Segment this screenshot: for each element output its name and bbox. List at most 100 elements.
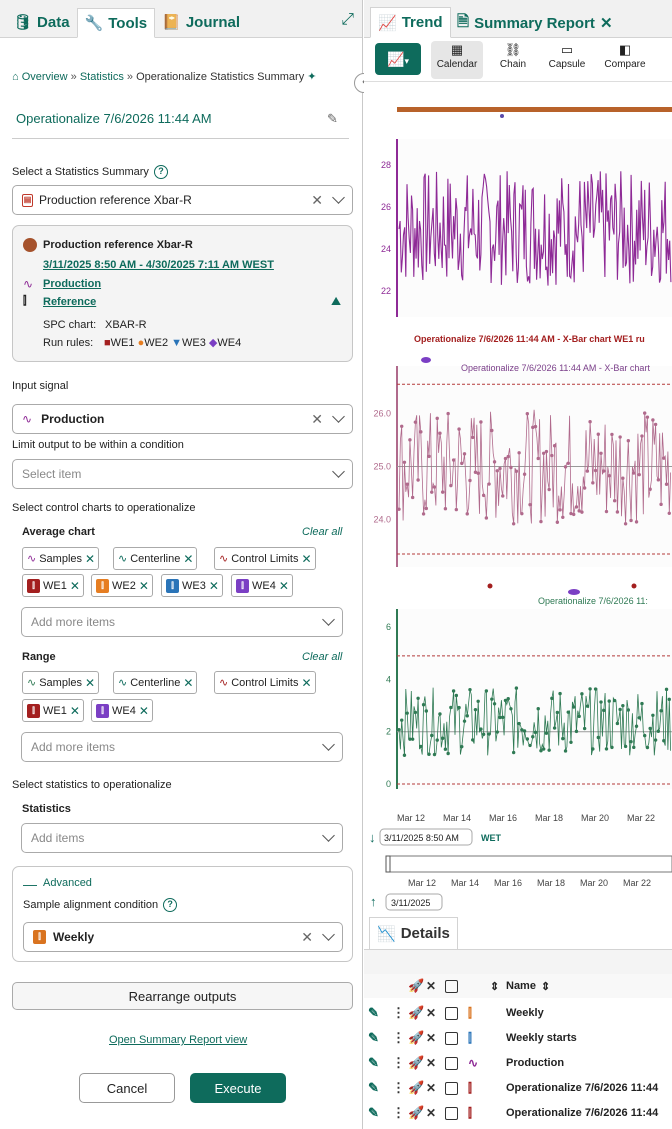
clear-icon[interactable]: ✕ — [311, 192, 323, 208]
remove-icon[interactable]: ✕ — [426, 1081, 437, 1095]
edit-pencil-icon[interactable]: ✎ — [368, 1080, 379, 1095]
open-summary-report-link[interactable]: Open Summary Report view — [109, 1034, 248, 1046]
details-row[interactable]: ✎ ⋮ 🚀 ✕ ⫿ Operationalize 7/6/2026 11:44 — [364, 1076, 672, 1100]
execute-button[interactable]: Execute — [190, 1073, 286, 1103]
row-checkbox[interactable] — [445, 1106, 458, 1120]
view-mode-dropdown[interactable]: 📈▾ — [375, 43, 421, 75]
tab-trend[interactable]: 📈 Trend — [370, 7, 451, 38]
more-icon[interactable]: ⋮ — [392, 1105, 405, 1120]
tab-data[interactable]: 🛢 Data — [13, 13, 70, 32]
capsule-button[interactable]: ▭ Capsule — [541, 41, 593, 79]
row-checkbox[interactable] — [445, 1056, 458, 1070]
more-icon[interactable]: ⋮ — [392, 1080, 405, 1095]
more-icon[interactable]: ⋮ — [392, 1055, 405, 1070]
tab-summary-report[interactable]: 🗎 Summary Report ✕ — [450, 8, 620, 38]
chevron-down-icon[interactable] — [322, 928, 335, 941]
card-condition-link[interactable]: Reference — [43, 296, 97, 308]
more-icon[interactable]: ⋮ — [392, 1005, 405, 1020]
limit-output-select[interactable]: Select item — [12, 459, 353, 489]
breadcrumb-statistics[interactable]: Statistics — [79, 71, 124, 83]
sparkle-icon[interactable]: ✦ — [307, 71, 317, 83]
rocket-icon[interactable]: 🚀 — [408, 1105, 425, 1120]
rocket-icon[interactable]: 🚀 — [408, 978, 425, 993]
help-icon[interactable]: ? — [153, 165, 168, 179]
chip-range-samples[interactable]: ∿ Samples ✕ — [22, 671, 100, 694]
data-point — [484, 689, 489, 693]
advanced-toggle[interactable]: Advanced — [43, 877, 92, 889]
details-row[interactable]: ✎ ⋮ 🚀 ✕ ⫿ Weekly — [364, 1001, 672, 1025]
breadcrumb-overview[interactable]: Overview — [21, 71, 68, 83]
tab-details[interactable]: 📉 Details — [369, 917, 458, 949]
chain-button[interactable]: ⛓ Chain — [487, 41, 539, 79]
tab-journal[interactable]: 📔 Journal — [162, 13, 241, 32]
edit-pencil-icon[interactable]: ✎ — [368, 1005, 379, 1020]
alignment-select[interactable]: ⫿ Weekly ✕ — [23, 922, 343, 952]
data-point — [637, 716, 641, 720]
chip-we1[interactable]: ⫿ WE1 ✕ — [22, 574, 84, 597]
details-row[interactable]: ✎ ⋮ 🚀 ✕ ⫿ Operationalize 7/6/2026 11:44 — [364, 1101, 672, 1125]
edit-pencil-icon[interactable]: ✎ — [327, 111, 338, 126]
row-checkbox[interactable] — [445, 1031, 458, 1045]
rocket-icon[interactable]: 🚀 — [408, 1055, 425, 1070]
compare-button[interactable]: ◧ Compare — [599, 41, 651, 79]
sort-icon[interactable]: ⇕ — [541, 980, 551, 993]
chip-control-limits[interactable]: ∿ Control Limits ✕ — [214, 547, 316, 570]
input-signal-select[interactable]: ∿ Production ✕ — [12, 404, 353, 434]
chevron-down-icon[interactable] — [322, 738, 335, 751]
edit-pencil-icon[interactable]: ✎ — [368, 1030, 379, 1045]
chip-range-centerline[interactable]: ∿ Centerline ✕ — [113, 671, 198, 694]
remove-icon[interactable]: ✕ — [426, 1006, 437, 1020]
name-column-header[interactable]: Name — [506, 980, 536, 992]
chevron-down-icon[interactable] — [322, 829, 335, 842]
range-add-more-select[interactable]: Add more items — [21, 732, 343, 762]
rocket-icon[interactable]: 🚀 — [408, 1080, 425, 1095]
rearrange-outputs-button[interactable]: Rearrange outputs — [12, 982, 353, 1010]
card-range-link[interactable]: 3/11/2025 8:50 AM - 4/30/2025 7:11 AM WE… — [43, 259, 274, 271]
chip-range-control-limits[interactable]: ∿ Control Limits ✕ — [214, 671, 316, 694]
edit-pencil-icon[interactable]: ✎ — [368, 1105, 379, 1120]
chip-range-we4[interactable]: ⫿ WE4 ✕ — [91, 699, 153, 722]
statistics-summary-select[interactable]: ▤ Production reference Xbar-R ✕ — [12, 185, 353, 215]
edit-pencil-icon[interactable]: ✎ — [368, 1055, 379, 1070]
sort-icon[interactable]: ⇕ — [490, 980, 500, 993]
clear-all-range[interactable]: Clear all — [302, 651, 343, 663]
remove-icon[interactable]: ✕ — [426, 1056, 437, 1070]
chip-samples[interactable]: ∿ Samples ✕ — [22, 547, 100, 570]
chevron-down-icon[interactable] — [332, 410, 345, 423]
row-checkbox[interactable] — [445, 1006, 458, 1020]
chevron-down-icon[interactable] — [332, 191, 345, 204]
card-signal-link[interactable]: Production — [43, 278, 102, 290]
chart-icon[interactable]: ⛰ — [331, 294, 342, 308]
chip-centerline[interactable]: ∿ Centerline ✕ — [113, 547, 198, 570]
collapse-minus-icon[interactable]: — — [23, 876, 37, 892]
statistics-select[interactable]: Add items — [21, 823, 343, 853]
remove-icon[interactable]: ✕ — [426, 1106, 437, 1120]
chevron-down-icon[interactable] — [332, 465, 345, 478]
chip-we3[interactable]: ⫿ WE3 ✕ — [161, 574, 223, 597]
more-icon[interactable]: ⋮ — [392, 1030, 405, 1045]
remove-icon[interactable]: ✕ — [426, 1031, 437, 1045]
close-icon[interactable]: ✕ — [599, 15, 613, 32]
clear-all-average[interactable]: Clear all — [302, 526, 343, 538]
clear-icon[interactable]: ✕ — [311, 411, 323, 427]
chevron-down-icon[interactable] — [322, 613, 335, 626]
expand-icon[interactable]: ⤢ — [341, 11, 354, 28]
tab-tools[interactable]: 🔧 Tools — [76, 8, 156, 38]
average-add-more-select[interactable]: Add more items — [21, 607, 343, 637]
rocket-icon[interactable]: 🚀 — [408, 1030, 425, 1045]
chip-range-we1[interactable]: ⫿ WE1 ✕ — [22, 699, 84, 722]
row-checkbox[interactable] — [445, 1081, 458, 1095]
help-icon[interactable]: ? — [163, 898, 178, 912]
select-all-checkbox[interactable] — [445, 979, 458, 993]
page-title[interactable]: Operationalize 7/6/2026 11:44 AM — [16, 111, 212, 126]
cancel-button[interactable]: Cancel — [79, 1073, 175, 1103]
remove-all-icon[interactable]: ✕ — [426, 979, 437, 993]
rocket-icon[interactable]: 🚀 — [408, 1005, 425, 1020]
details-row[interactable]: ✎ ⋮ 🚀 ✕ ⫿ Weekly starts — [364, 1026, 672, 1050]
calendar-button[interactable]: ▦ Calendar — [431, 41, 483, 79]
chip-we2[interactable]: ⫿ WE2 ✕ — [91, 574, 153, 597]
chip-we4[interactable]: ⫿ WE4 ✕ — [231, 574, 293, 597]
clear-icon[interactable]: ✕ — [301, 929, 313, 945]
details-row[interactable]: ✎ ⋮ 🚀 ✕ ∿ Production — [364, 1051, 672, 1075]
